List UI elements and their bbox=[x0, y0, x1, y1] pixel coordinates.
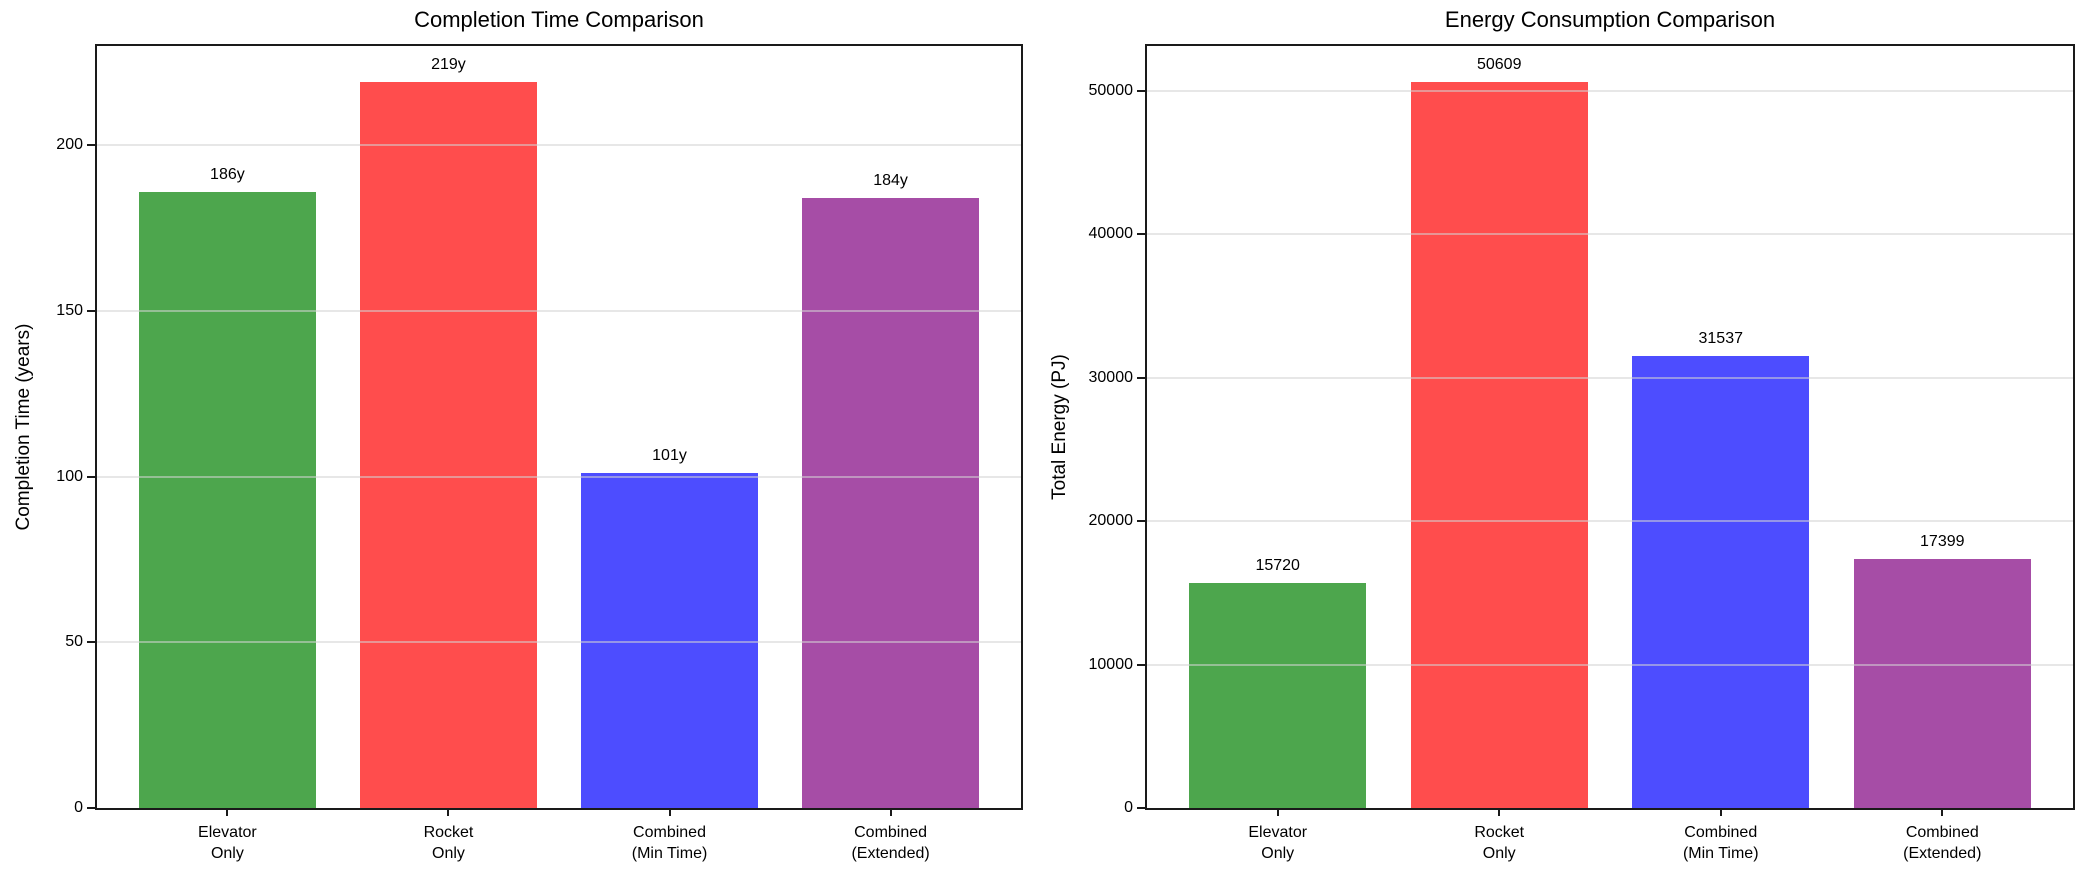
x-tick-mark-elevator-only bbox=[1276, 808, 1279, 816]
y-tick-mark-200 bbox=[87, 144, 95, 147]
bar-combined-extended bbox=[802, 198, 979, 808]
x-tick-label-rocket-only: Rocket Only bbox=[1474, 824, 1525, 862]
bar-combined-min-time bbox=[1632, 355, 1810, 808]
bar-combined-extended bbox=[1853, 558, 2031, 808]
y-tick-mark-0 bbox=[1137, 807, 1145, 809]
y-tick-label-50000: 50000 bbox=[1088, 82, 1134, 100]
gridline-50000 bbox=[1147, 90, 2073, 93]
left-chart-plot-area: 0 50 100 150 200 186y Elevator Only 219y Rocket … bbox=[56, 44, 1023, 862]
bar-value-label-elevator-only: 15720 bbox=[1255, 556, 1300, 574]
y-tick-label-20000: 20000 bbox=[1088, 512, 1134, 530]
x-tick-mark-elevator-only bbox=[226, 808, 229, 816]
y-tick-mark-30000 bbox=[1137, 376, 1145, 379]
y-tick-mark-150 bbox=[87, 310, 95, 313]
bar-value-label-combined-min-time: 31537 bbox=[1698, 329, 1744, 347]
left-chart-y-axis-label: Completion Time (years) bbox=[13, 323, 34, 531]
x-tick-label-rocket-only: Rocket Only bbox=[423, 824, 474, 862]
y-tick-label-200: 200 bbox=[56, 136, 83, 154]
bar-rocket-only bbox=[360, 82, 537, 808]
gridline-100 bbox=[97, 475, 1021, 478]
x-tick-mark-combined-min-time bbox=[1719, 808, 1722, 816]
gridline-10000 bbox=[1147, 663, 2073, 666]
y-tick-mark-100 bbox=[87, 475, 95, 478]
y-tick-label-40000: 40000 bbox=[1088, 225, 1134, 243]
right-chart-y-axis-label: Total Energy (PJ) bbox=[1049, 354, 1070, 500]
bar-value-label-elevator-only: 186y bbox=[210, 165, 245, 183]
left-chart-title: Completion Time Comparison bbox=[414, 7, 704, 32]
x-tick-label-combined-min-time: Combined (Min Time) bbox=[631, 824, 708, 862]
y-tick-label-50: 50 bbox=[65, 633, 83, 651]
bar-elevator-only bbox=[139, 191, 316, 808]
x-tick-label-combined-extended: Combined (Extended) bbox=[1903, 824, 1982, 862]
gridline-150 bbox=[97, 310, 1021, 313]
bar-value-label-rocket-only: 50609 bbox=[1476, 56, 1522, 74]
bar-value-label-combined-min-time: 101y bbox=[652, 447, 687, 465]
gridline-50 bbox=[97, 641, 1021, 644]
y-tick-mark-0 bbox=[87, 807, 95, 809]
y-tick-label-150: 150 bbox=[56, 302, 83, 320]
x-tick-mark-combined-extended bbox=[889, 808, 892, 816]
bar-value-label-combined-extended: 17399 bbox=[1920, 532, 1965, 550]
x-tick-label-elevator-only: Elevator Only bbox=[198, 824, 257, 862]
x-tick-mark-rocket-only bbox=[1498, 808, 1501, 816]
gridline-20000 bbox=[1147, 520, 2073, 523]
x-tick-mark-combined-min-time bbox=[668, 808, 671, 816]
y-tick-mark-50 bbox=[87, 641, 95, 644]
bar-elevator-only bbox=[1189, 582, 1367, 808]
y-tick-mark-10000 bbox=[1137, 663, 1145, 666]
x-tick-label-combined-extended: Combined (Extended) bbox=[851, 824, 930, 862]
y-tick-label-0: 0 bbox=[1124, 799, 1133, 816]
gridline-40000 bbox=[1147, 233, 2073, 236]
y-tick-mark-20000 bbox=[1137, 520, 1145, 523]
y-tick-label-100: 100 bbox=[56, 467, 83, 485]
y-tick-mark-50000 bbox=[1137, 90, 1145, 93]
y-tick-mark-40000 bbox=[1137, 233, 1145, 236]
bar-rocket-only bbox=[1410, 82, 1588, 808]
x-tick-label-combined-min-time: Combined (Min Time) bbox=[1682, 824, 1759, 862]
x-tick-mark-rocket-only bbox=[447, 808, 450, 816]
x-tick-label-elevator-only: Elevator Only bbox=[1248, 824, 1308, 862]
bar-value-label-rocket-only: 219y bbox=[431, 56, 466, 74]
gridline-200 bbox=[97, 144, 1021, 147]
x-tick-mark-combined-extended bbox=[1941, 808, 1944, 816]
gridline-30000 bbox=[1147, 376, 2073, 379]
right-chart-plot-area: 0 10000 20000 30000 40000 50000 15720 Elevator … bbox=[1089, 44, 2075, 862]
y-tick-label-10000: 10000 bbox=[1088, 655, 1134, 673]
bar-combined-min-time bbox=[581, 473, 758, 808]
right-chart-title: Energy Consumption Comparison bbox=[1444, 7, 1776, 32]
bar-value-label-combined-extended: 184y bbox=[873, 172, 908, 190]
y-tick-label-0: 0 bbox=[74, 799, 83, 816]
y-tick-label-30000: 30000 bbox=[1088, 368, 1134, 386]
